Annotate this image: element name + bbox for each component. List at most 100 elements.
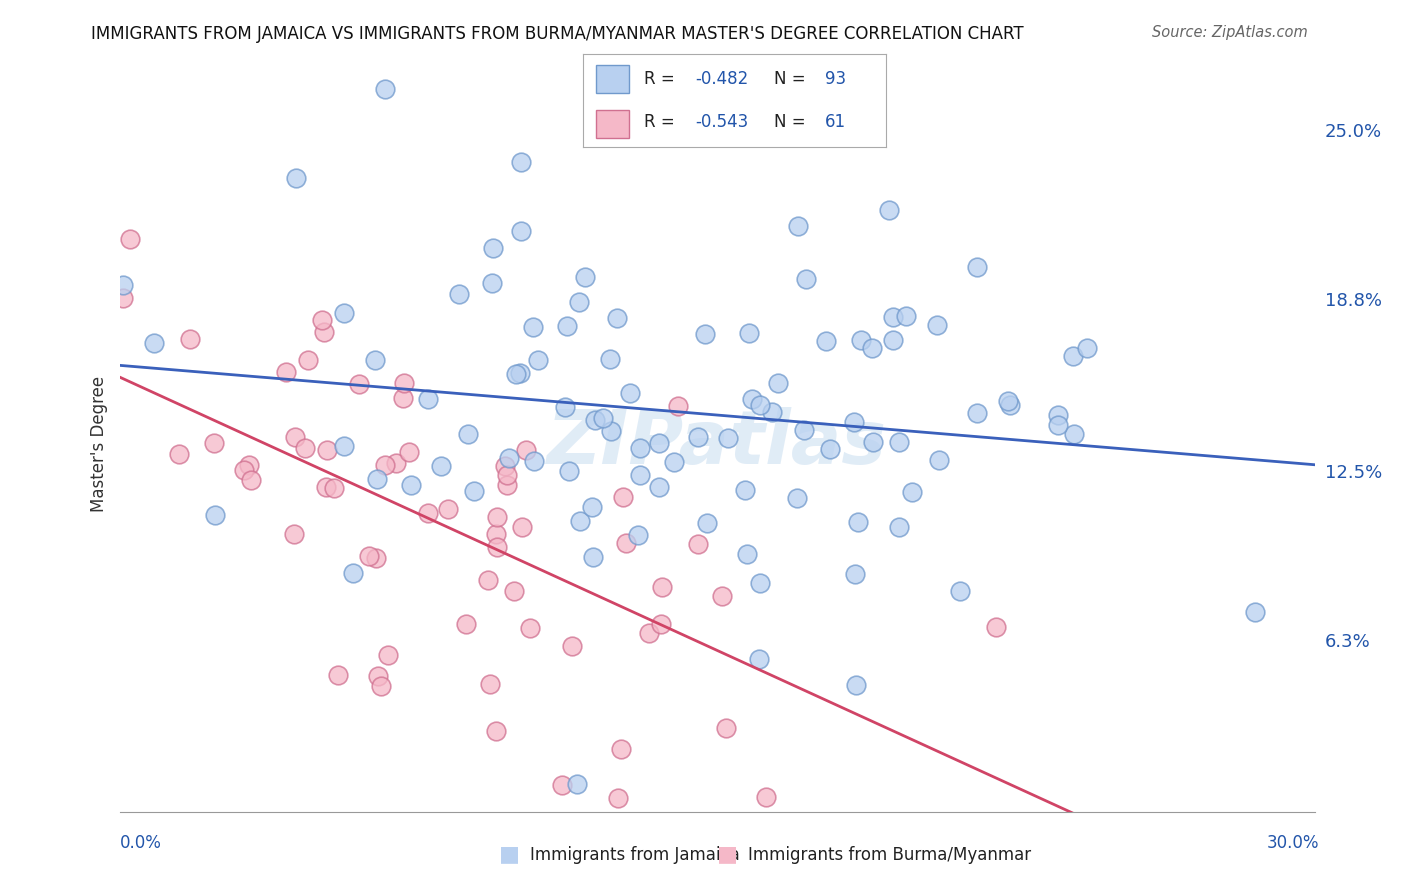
Point — [581, 500, 603, 515]
Point — [648, 479, 671, 493]
Point — [862, 435, 884, 450]
Point — [495, 467, 517, 482]
Point — [503, 583, 526, 598]
Point — [695, 326, 717, 341]
Point — [284, 430, 307, 444]
Point — [311, 313, 333, 327]
Point — [887, 434, 910, 449]
Point — [505, 367, 527, 381]
Point — [612, 490, 634, 504]
Point — [370, 679, 392, 693]
Point — [316, 442, 339, 457]
Text: R =: R = — [644, 113, 681, 131]
Text: IMMIGRANTS FROM JAMAICA VS IMMIGRANTS FROM BURMA/MYANMAR MASTER'S DEGREE CORRELA: IMMIGRANTS FROM JAMAICA VS IMMIGRANTS FR… — [91, 25, 1024, 43]
Point — [882, 310, 904, 325]
Point — [714, 721, 737, 735]
Point — [418, 392, 440, 406]
Point — [754, 789, 776, 804]
Point — [527, 353, 550, 368]
Text: ■: ■ — [717, 845, 738, 864]
Point — [515, 443, 537, 458]
Point — [143, 335, 166, 350]
Point — [1244, 605, 1267, 619]
Point — [522, 320, 544, 334]
Text: 61: 61 — [825, 113, 846, 131]
Point — [498, 451, 520, 466]
Text: ZIPatlas: ZIPatlas — [547, 408, 887, 480]
Point — [599, 351, 621, 366]
Point — [650, 616, 672, 631]
Point — [364, 551, 387, 566]
Point — [495, 478, 517, 492]
Point — [794, 272, 817, 286]
Point — [738, 326, 761, 341]
Point — [592, 410, 614, 425]
Point — [696, 516, 718, 531]
Point — [478, 677, 501, 691]
Point — [666, 399, 689, 413]
Point — [599, 424, 621, 438]
Point — [519, 621, 541, 635]
Point — [342, 566, 364, 580]
Point — [315, 480, 337, 494]
Point — [984, 619, 1007, 633]
Point — [447, 287, 470, 301]
Point — [202, 436, 225, 450]
Text: N =: N = — [773, 70, 811, 87]
Point — [793, 423, 815, 437]
Point — [454, 616, 477, 631]
Point — [1047, 408, 1070, 422]
Point — [648, 435, 671, 450]
Point — [436, 501, 458, 516]
Point — [846, 515, 869, 529]
Point — [901, 484, 924, 499]
Point — [710, 589, 733, 603]
Point — [787, 219, 810, 234]
Text: ■: ■ — [499, 845, 520, 864]
Point — [614, 535, 637, 549]
Point — [297, 353, 319, 368]
Point — [582, 549, 605, 564]
Point — [628, 467, 651, 482]
Y-axis label: Master's Degree: Master's Degree — [90, 376, 108, 512]
Point — [966, 406, 988, 420]
Point — [392, 376, 415, 390]
Point — [583, 413, 606, 427]
Point — [554, 400, 576, 414]
Point — [844, 566, 866, 581]
Point — [347, 376, 370, 391]
Point — [240, 474, 263, 488]
Text: 30.0%: 30.0% — [1267, 834, 1319, 852]
Point — [948, 584, 970, 599]
Point — [998, 398, 1021, 412]
Text: Source: ZipAtlas.com: Source: ZipAtlas.com — [1152, 25, 1308, 40]
Point — [574, 269, 596, 284]
Point — [889, 520, 911, 534]
Point — [997, 394, 1019, 409]
Point — [477, 573, 499, 587]
Point — [233, 463, 256, 477]
Point — [283, 527, 305, 541]
Point — [630, 441, 652, 455]
Point — [312, 325, 335, 339]
Text: Immigrants from Jamaica: Immigrants from Jamaica — [530, 846, 740, 863]
Text: Immigrants from Burma/Myanmar: Immigrants from Burma/Myanmar — [748, 846, 1031, 863]
Point — [333, 306, 356, 320]
Point — [550, 778, 572, 792]
Point — [357, 549, 380, 563]
Text: -0.543: -0.543 — [696, 113, 748, 131]
Point — [384, 456, 406, 470]
Point — [486, 540, 509, 554]
Point — [844, 415, 866, 429]
Point — [366, 472, 388, 486]
Point — [167, 446, 190, 460]
Point — [761, 405, 783, 419]
Text: -0.482: -0.482 — [696, 70, 748, 87]
Point — [485, 527, 508, 541]
Point — [398, 445, 420, 459]
Point — [737, 547, 759, 561]
Point — [509, 366, 531, 380]
Point — [928, 452, 950, 467]
Point — [820, 442, 842, 456]
Point — [734, 483, 756, 497]
